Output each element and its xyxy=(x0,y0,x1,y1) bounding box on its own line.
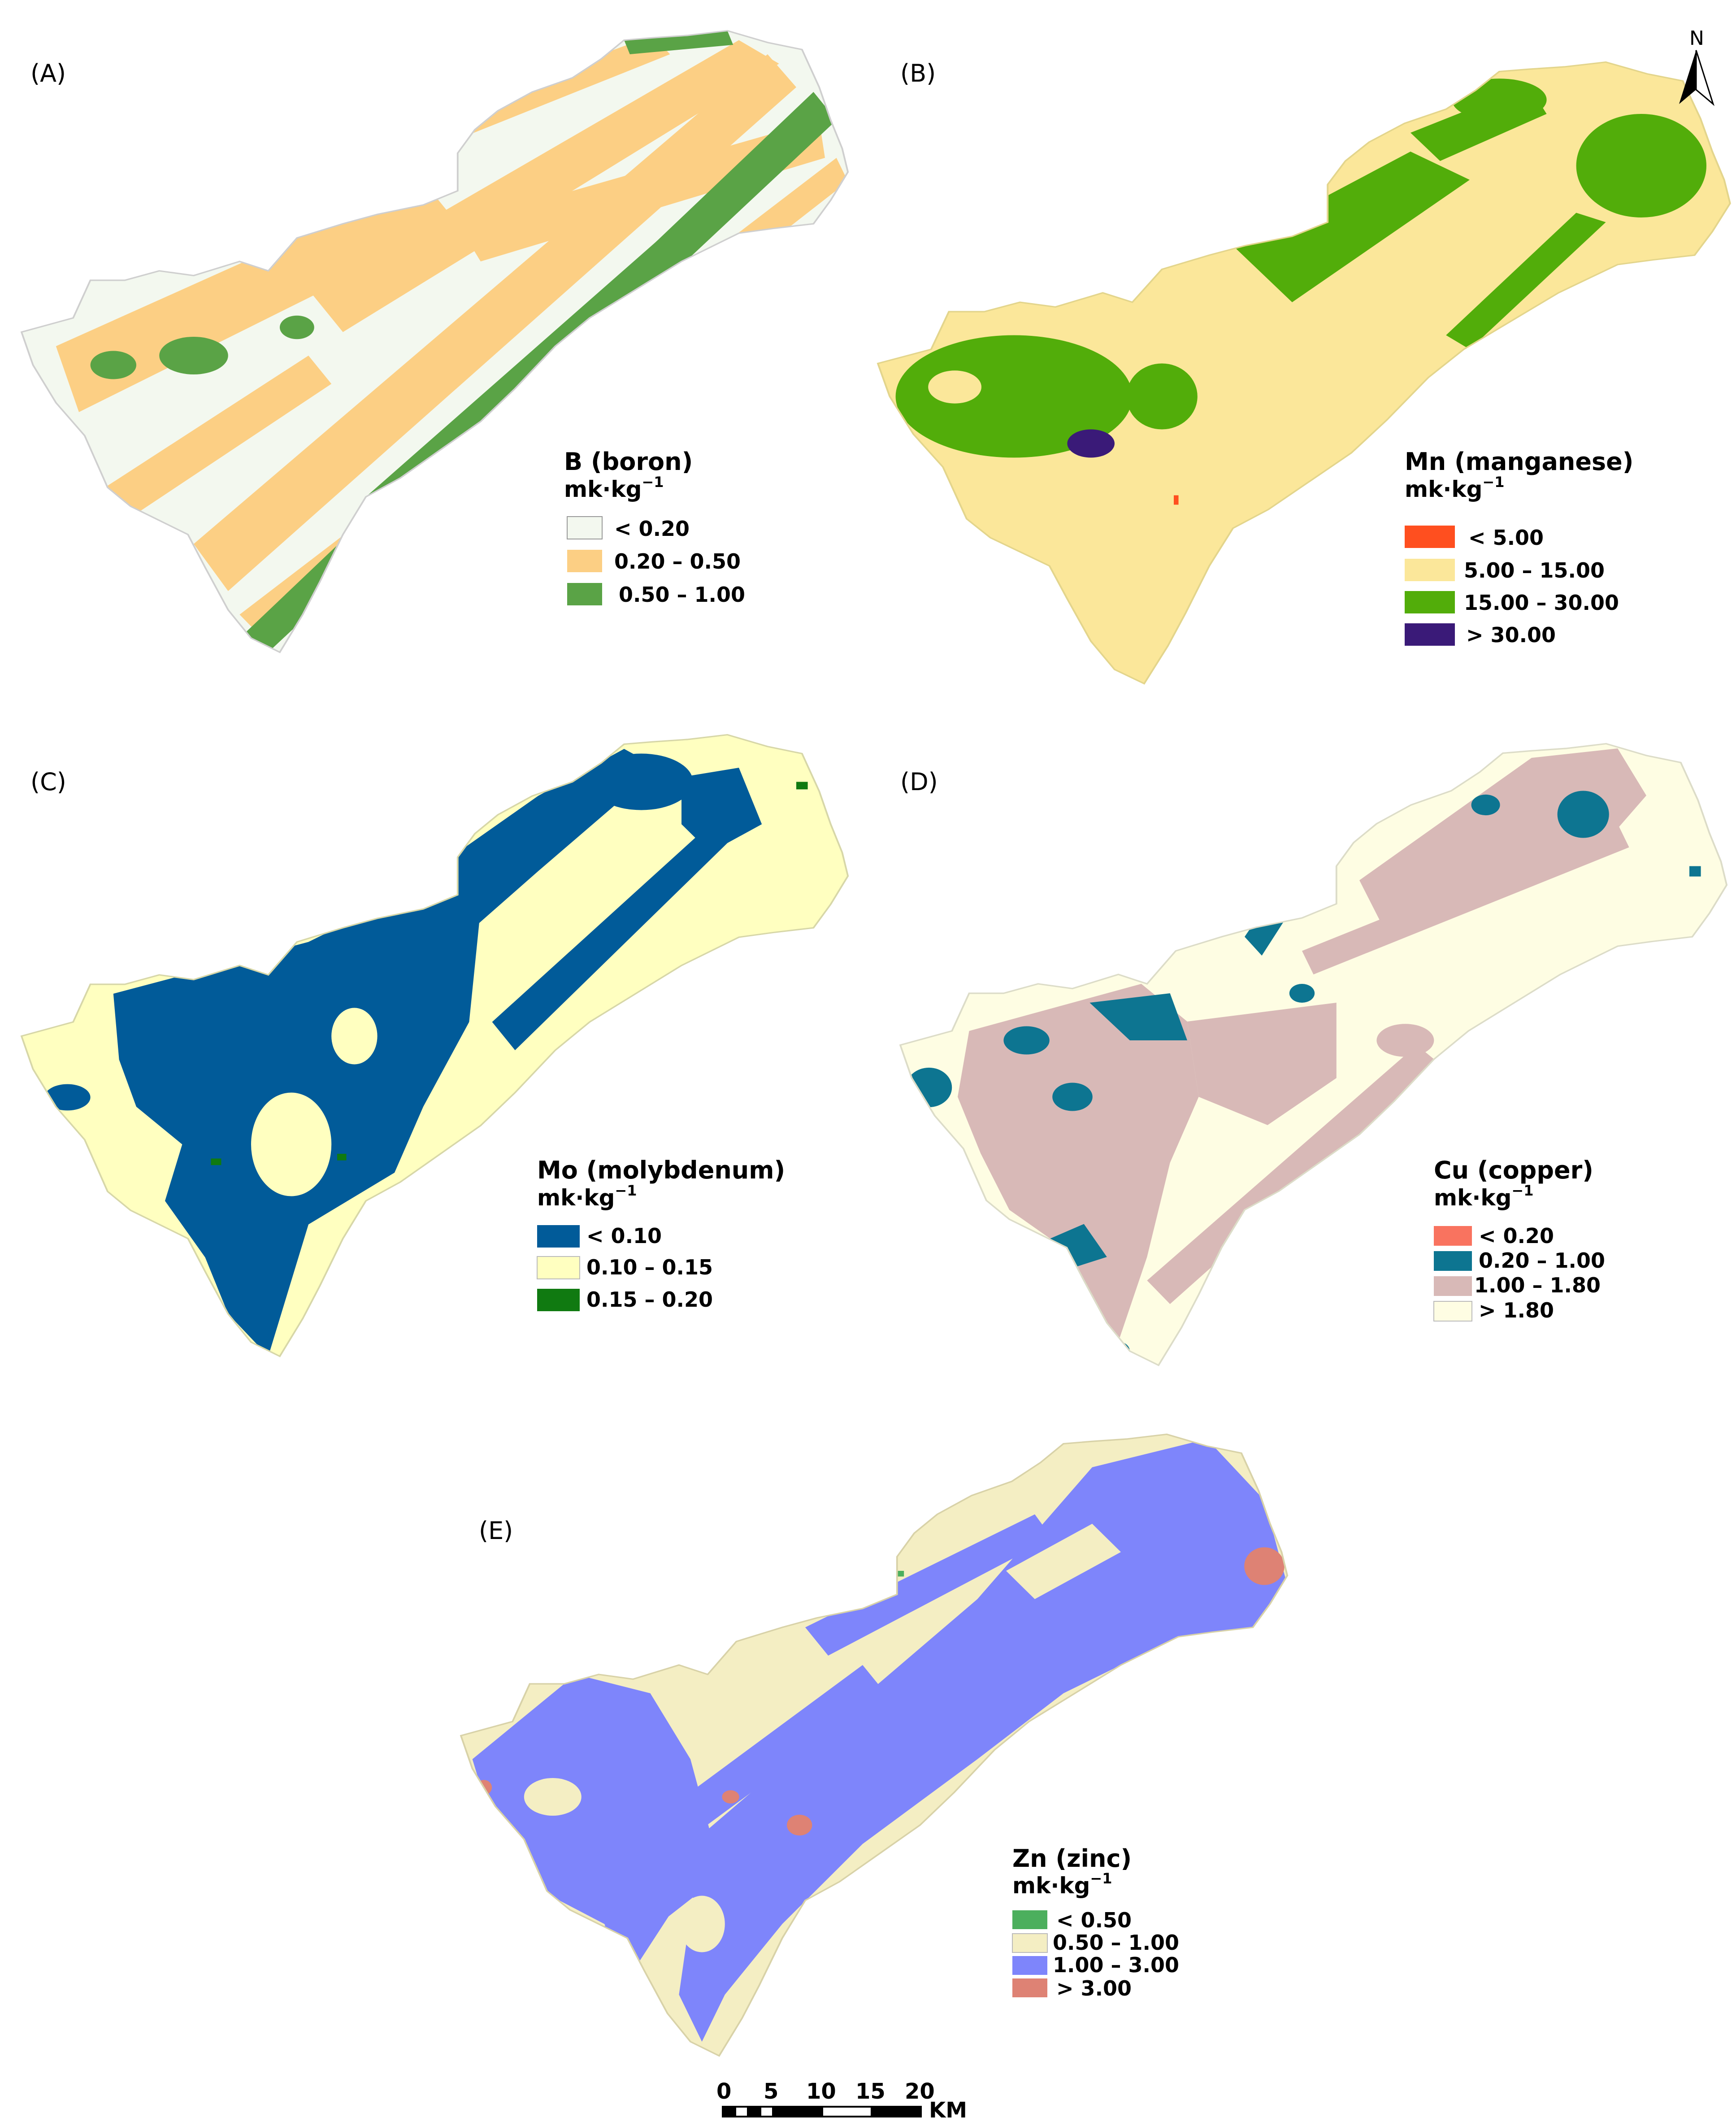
panel-a-legend-unit: mk·kg−1 xyxy=(564,474,664,502)
panel-b-legend-unit: mk·kg−1 xyxy=(1405,474,1504,502)
panel-e-zinc: (E) xyxy=(460,1433,1289,2057)
scale-bar-segments xyxy=(722,2106,922,2117)
panel-e-legend-swatch-2 xyxy=(1012,1933,1048,1953)
panel-e-legend-swatch-4 xyxy=(1012,1978,1047,1997)
panel-e-legend-swatch-1 xyxy=(1012,1910,1047,1929)
panel-a-label: (A) xyxy=(30,59,66,87)
panel-e-legend: Zn (zinc) mk·kg−1 < 0.50 0.50 – 1.00 1.0… xyxy=(1012,1844,1179,2000)
scale-bar-unit: KM xyxy=(929,2098,967,2123)
panel-d-legend-swatch-3 xyxy=(1434,1276,1472,1296)
panel-c-map xyxy=(21,734,849,1357)
panel-d-legend-label-4: > 1.80 xyxy=(1479,1298,1554,1322)
panel-c-legend-label-1: < 0.10 xyxy=(586,1224,662,1248)
panel-d-legend-swatch-2 xyxy=(1434,1251,1472,1271)
panel-a-legend-label-3: 0.50 – 1.00 xyxy=(619,583,745,607)
panel-d-legend-title: Cu (copper) xyxy=(1434,1156,1593,1184)
panel-e-legend-title: Zn (zinc) xyxy=(1012,1844,1132,1873)
panel-b-legend: Mn (manganese) mk·kg−1 < 5.00 5.00 – 15.… xyxy=(1405,448,1633,647)
panel-b-label: (B) xyxy=(900,59,936,87)
scale-bar-tick-15: 15 xyxy=(855,2079,885,2104)
panel-c-legend-label-3: 0.15 – 0.20 xyxy=(586,1287,713,1312)
panel-a-legend-label-2: 0.20 – 0.50 xyxy=(614,549,741,574)
panel-b-legend-title: Mn (manganese) xyxy=(1405,448,1633,476)
panel-c-molybdenum: (C) xyxy=(21,734,849,1357)
scale-bar-tick-5: 5 xyxy=(764,2079,778,2104)
panel-a-legend-swatch-1 xyxy=(567,516,603,539)
panel-c-legend-label-2: 0.10 – 0.15 xyxy=(586,1255,713,1279)
panel-d-legend-swatch-1 xyxy=(1434,1226,1472,1246)
panel-c-legend-swatch-3 xyxy=(537,1289,580,1311)
scale-bar: 0 5 10 15 20 KM xyxy=(716,2079,967,2123)
scale-bar-tick-20: 20 xyxy=(905,2079,935,2104)
panel-a-boron: (A) xyxy=(21,30,849,653)
panel-b-map xyxy=(877,61,1731,685)
panel-e-map xyxy=(460,1433,1289,2057)
panel-a-legend-title: B (boron) xyxy=(564,448,693,476)
panel-e-legend-swatch-3 xyxy=(1012,1956,1047,1975)
panel-d-legend-label-3: 1.00 – 1.80 xyxy=(1474,1273,1601,1297)
north-arrow: N xyxy=(1679,27,1714,106)
panel-d-legend-swatch-4 xyxy=(1433,1301,1472,1322)
scale-bar-tick-0: 0 xyxy=(716,2079,731,2104)
panel-d-label: (D) xyxy=(900,768,938,796)
scale-bar-tick-10: 10 xyxy=(806,2079,836,2104)
panel-e-label: (E) xyxy=(479,1517,513,1545)
panel-e-legend-label-1: < 0.50 xyxy=(1056,1908,1132,1932)
panel-a-legend: B (boron) mk·kg−1 < 0.20 0.20 – 0.50 0.5… xyxy=(564,448,745,607)
panel-c-legend-unit: mk·kg−1 xyxy=(537,1182,637,1211)
panel-d-legend-label-1: < 0.20 xyxy=(1479,1224,1554,1248)
panel-c-label: (C) xyxy=(30,768,66,796)
panel-c-legend-swatch-2 xyxy=(537,1256,580,1279)
panel-e-legend-label-4: > 3.00 xyxy=(1056,1976,1132,2000)
panel-d-legend-unit: mk·kg−1 xyxy=(1434,1182,1533,1211)
panel-e-legend-unit: mk·kg−1 xyxy=(1012,1870,1112,1899)
panel-d-legend: Cu (copper) mk·kg−1 < 0.20 0.20 – 1.00 1… xyxy=(1433,1156,1605,1322)
panel-b-legend-swatch-1 xyxy=(1405,526,1455,548)
panel-d-map xyxy=(899,743,1728,1366)
panel-b-legend-swatch-3 xyxy=(1405,591,1455,613)
panel-d-legend-label-2: 0.20 – 1.00 xyxy=(1479,1248,1605,1273)
panel-a-legend-swatch-2 xyxy=(567,550,602,572)
panel-b-legend-swatch-4 xyxy=(1405,623,1455,646)
panel-b-legend-swatch-2 xyxy=(1405,559,1455,581)
panel-a-legend-swatch-3 xyxy=(567,583,602,605)
north-arrow-label: N xyxy=(1689,27,1704,50)
panel-b-manganese: (B) Mn (manganese) m xyxy=(877,59,1731,685)
panel-d-copper: (D) xyxy=(899,743,1728,1366)
panel-b-legend-label-4: > 30.00 xyxy=(1466,623,1556,647)
panel-a-legend-label-1: < 0.20 xyxy=(614,517,690,541)
panel-b-legend-label-3: 15.00 – 30.00 xyxy=(1464,591,1619,615)
panel-c-legend-title: Mo (molybdenum) xyxy=(537,1156,785,1184)
panel-e-legend-label-3: 1.00 – 3.00 xyxy=(1053,1953,1179,1977)
panel-b-legend-label-1: < 5.00 xyxy=(1468,526,1544,550)
panel-c-legend: Mo (molybdenum) mk·kg−1 < 0.10 0.10 – 0.… xyxy=(537,1156,785,1312)
panel-c-legend-swatch-1 xyxy=(537,1225,580,1248)
panel-b-legend-label-2: 5.00 – 15.00 xyxy=(1464,558,1605,583)
panel-e-legend-label-2: 0.50 – 1.00 xyxy=(1053,1930,1179,1955)
